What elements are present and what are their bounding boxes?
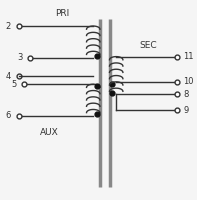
Text: SEC: SEC xyxy=(139,41,157,50)
Text: 2: 2 xyxy=(6,22,11,31)
Text: AUX: AUX xyxy=(40,128,59,137)
Text: 6: 6 xyxy=(6,111,11,120)
Text: 11: 11 xyxy=(183,52,194,61)
Text: 3: 3 xyxy=(17,53,22,62)
Text: 10: 10 xyxy=(183,77,194,86)
Text: PRI: PRI xyxy=(56,9,70,18)
Text: 9: 9 xyxy=(183,106,188,115)
Text: 5: 5 xyxy=(11,80,17,89)
Text: 4: 4 xyxy=(6,72,11,81)
Text: 8: 8 xyxy=(183,90,189,99)
